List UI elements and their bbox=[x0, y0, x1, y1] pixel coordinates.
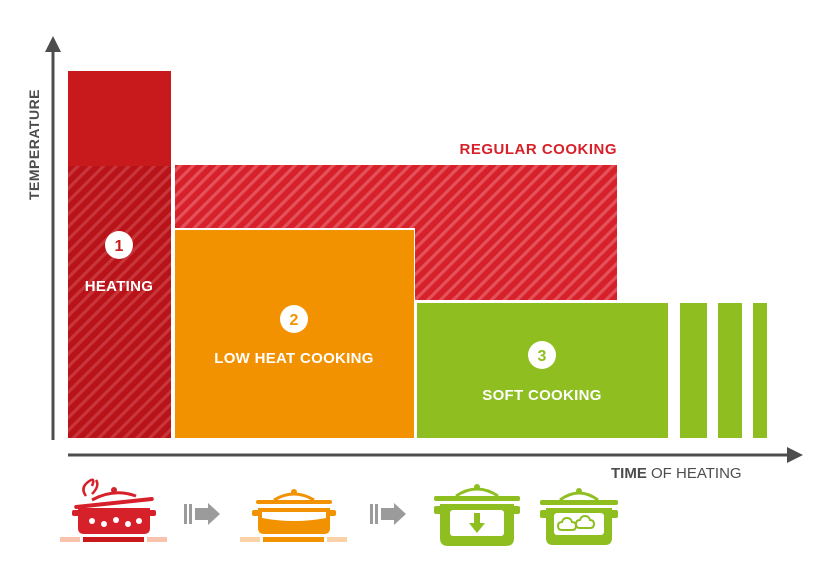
phase-2-badge: 2 bbox=[280, 305, 308, 333]
phase-1-label: HEATING bbox=[85, 278, 154, 295]
x-axis-label-rest: OF HEATING bbox=[647, 465, 742, 482]
phase-2-label: LOW HEAT COOKING bbox=[214, 350, 374, 367]
x-axis bbox=[68, 447, 803, 463]
y-axis bbox=[45, 36, 61, 440]
y-axis-label: TEMPERATURE bbox=[26, 89, 42, 200]
phase-3-badge: 3 bbox=[528, 341, 556, 369]
x-axis-label: TIME OF HEATING bbox=[611, 465, 742, 482]
phase-1-badge: 1 bbox=[105, 231, 133, 259]
phase-3-label: SOFT COOKING bbox=[482, 387, 601, 404]
pot-steam-icon bbox=[540, 488, 618, 545]
phase-heating-bar bbox=[68, 71, 171, 438]
low-heat-pot-icon bbox=[240, 489, 347, 542]
arrow-right-icon bbox=[184, 503, 220, 525]
phase-soft-cooking-bar bbox=[417, 303, 767, 438]
boiling-pot-icon bbox=[60, 478, 167, 542]
svg-text:2: 2 bbox=[290, 312, 299, 329]
svg-text:1: 1 bbox=[115, 238, 124, 255]
regular-cooking-label: REGULAR COOKING bbox=[460, 141, 618, 158]
svg-text:3: 3 bbox=[538, 348, 547, 365]
x-axis-label-bold: TIME bbox=[611, 465, 647, 482]
phase-low-heat-bar bbox=[175, 230, 414, 438]
arrow-right-icon bbox=[370, 503, 406, 525]
pot-heat-down-icon bbox=[434, 484, 520, 546]
regular-cooking-region bbox=[175, 165, 617, 300]
